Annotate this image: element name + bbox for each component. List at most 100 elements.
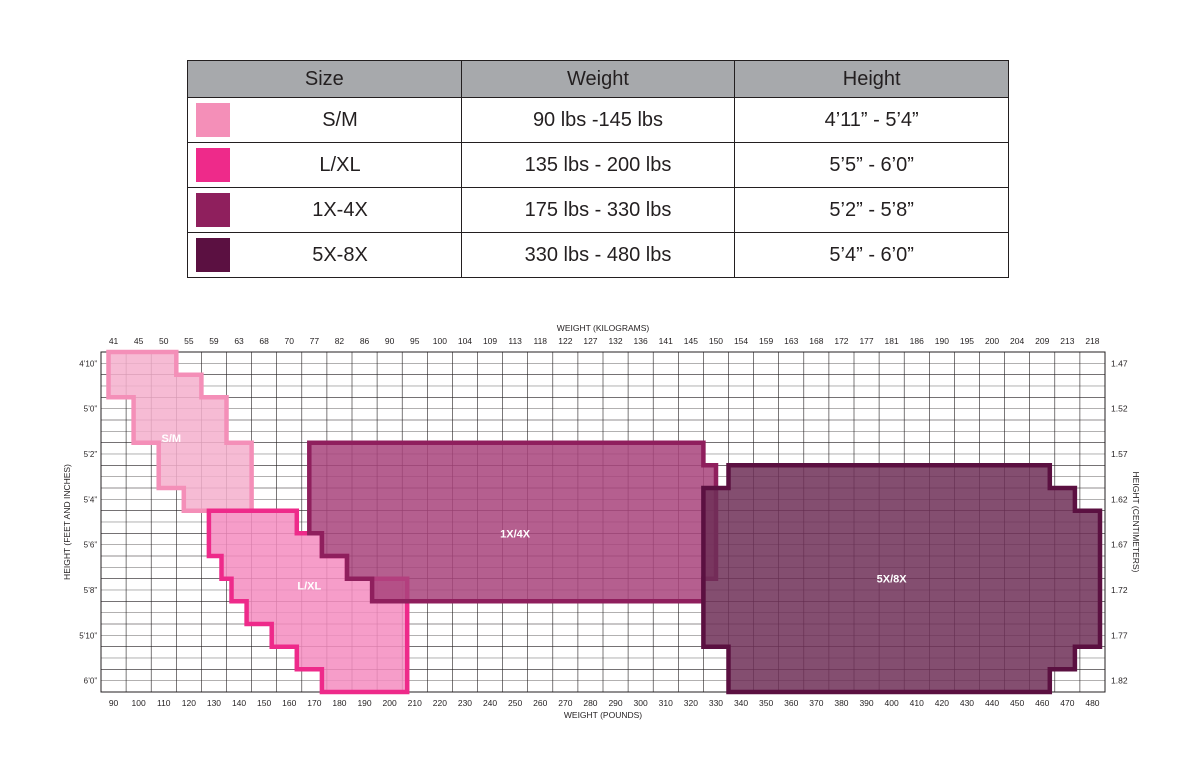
x-tick-label-kg: 181 [885,336,899,346]
x-tick-label-lbs: 260 [533,698,547,708]
x-tick-label-lbs: 390 [859,698,873,708]
y-tick-label-cm: 1.52 [1111,404,1128,414]
x-tick-label-kg: 82 [335,336,345,346]
color-swatch [196,148,230,182]
size-label: L/XL [319,153,361,176]
x-tick-label-kg: 218 [1085,336,1099,346]
x-tick-label-kg: 141 [659,336,673,346]
x-tick-label-lbs: 380 [834,698,848,708]
x-tick-label-lbs: 160 [282,698,296,708]
x-tick-label-lbs: 330 [709,698,723,708]
x-tick-label-lbs: 450 [1010,698,1024,708]
y-axis-title-left: HEIGHT (FEET AND INCHES) [62,464,72,580]
table-row: L/XL 135 lbs - 200 lbs 5’5” - 6’0” [187,142,1009,188]
weight-cell: 175 lbs - 330 lbs [460,187,736,233]
x-tick-label-lbs: 130 [207,698,221,708]
table-row: 1X-4X 175 lbs - 330 lbs 5’2” - 5’8” [187,187,1009,233]
x-tick-label-lbs: 190 [357,698,371,708]
y-tick-label-ft: 5’8” [84,586,98,595]
x-tick-label-lbs: 400 [885,698,899,708]
x-tick-label-lbs: 90 [109,698,119,708]
x-tick-label-lbs: 170 [307,698,321,708]
x-tick-label-lbs: 140 [232,698,246,708]
y-tick-label-ft: 6’0” [84,677,98,686]
x-tick-label-lbs: 110 [157,698,171,708]
size-cell: 1X-4X [187,187,462,233]
x-tick-label-kg: 132 [608,336,622,346]
x-tick-label-kg: 195 [960,336,974,346]
x-tick-label-kg: 172 [834,336,848,346]
x-tick-label-lbs: 350 [759,698,773,708]
x-tick-label-lbs: 210 [408,698,422,708]
x-tick-label-kg: 186 [910,336,924,346]
height-cell: 4’11” - 5’4” [734,97,1009,143]
x-tick-label-lbs: 280 [583,698,597,708]
x-tick-label-lbs: 240 [483,698,497,708]
weight-cell: 90 lbs -145 lbs [460,97,736,143]
x-tick-label-lbs: 440 [985,698,999,708]
x-tick-label-kg: 100 [433,336,447,346]
x-tick-label-lbs: 290 [608,698,622,708]
x-tick-label-lbs: 420 [935,698,949,708]
x-tick-label-kg: 41 [109,336,119,346]
x-tick-label-lbs: 370 [809,698,823,708]
x-tick-label-lbs: 250 [508,698,522,708]
y-tick-label-cm: 1.57 [1111,449,1128,459]
x-tick-label-kg: 163 [784,336,798,346]
x-tick-label-kg: 168 [809,336,823,346]
y-tick-label-cm: 1.77 [1111,630,1128,640]
y-tick-label-ft: 5’10” [79,631,97,640]
x-tick-label-kg: 90 [385,336,395,346]
region-label: 1X/4X [500,528,531,540]
x-tick-label-kg: 109 [483,336,497,346]
x-tick-label-lbs: 320 [684,698,698,708]
size-label: S/M [322,108,358,131]
x-tick-label-kg: 200 [985,336,999,346]
x-tick-label-kg: 68 [259,336,269,346]
x-tick-label-kg: 59 [209,336,219,346]
height-cell: 5’5” - 6’0” [734,142,1009,188]
region-label: 5X/8X [877,574,908,586]
y-tick-label-cm: 1.82 [1111,676,1128,686]
x-tick-label-kg: 86 [360,336,370,346]
weight-cell: 330 lbs - 480 lbs [460,232,736,278]
size-table: Size Weight Height S/M 90 lbs -145 lbs 4… [187,60,1009,278]
x-tick-label-lbs: 460 [1035,698,1049,708]
x-tick-label-lbs: 480 [1085,698,1099,708]
x-tick-label-lbs: 340 [734,698,748,708]
y-axis-title-right: HEIGHT (CENTIMETERS) [1131,472,1141,573]
x-tick-label-kg: 213 [1060,336,1074,346]
x-tick-label-kg: 190 [935,336,949,346]
color-swatch [196,103,230,137]
height-cell: 5’2” - 5’8” [734,187,1009,233]
x-tick-label-kg: 55 [184,336,194,346]
x-axis-title-bottom: WEIGHT (POUNDS) [564,710,642,720]
size-cell: L/XL [187,142,462,188]
x-tick-label-kg: 136 [634,336,648,346]
x-tick-label-kg: 204 [1010,336,1024,346]
y-tick-label-ft: 5’4” [84,495,98,504]
region-label: S/M [161,433,181,445]
x-tick-label-kg: 50 [159,336,169,346]
x-tick-label-kg: 127 [583,336,597,346]
region-label: L/XL [297,580,321,592]
size-cell: 5X-8X [187,232,462,278]
table-row: S/M 90 lbs -145 lbs 4’11” - 5’4” [187,97,1009,143]
x-tick-label-lbs: 410 [910,698,924,708]
x-tick-label-lbs: 200 [383,698,397,708]
x-tick-label-lbs: 310 [659,698,673,708]
x-tick-label-kg: 145 [684,336,698,346]
y-tick-label-ft: 5’6” [84,541,98,550]
size-label: 5X-8X [312,243,368,266]
region-s-m [106,349,254,513]
height-cell: 5’4” - 6’0” [734,232,1009,278]
x-tick-label-lbs: 300 [634,698,648,708]
region-1x-4x [307,440,719,604]
x-tick-label-kg: 177 [859,336,873,346]
region-5x-8x [701,463,1103,695]
x-tick-label-lbs: 360 [784,698,798,708]
x-tick-label-kg: 63 [234,336,244,346]
x-tick-label-lbs: 180 [332,698,346,708]
table-row: 5X-8X 330 lbs - 480 lbs 5’4” - 6’0” [187,232,1009,278]
